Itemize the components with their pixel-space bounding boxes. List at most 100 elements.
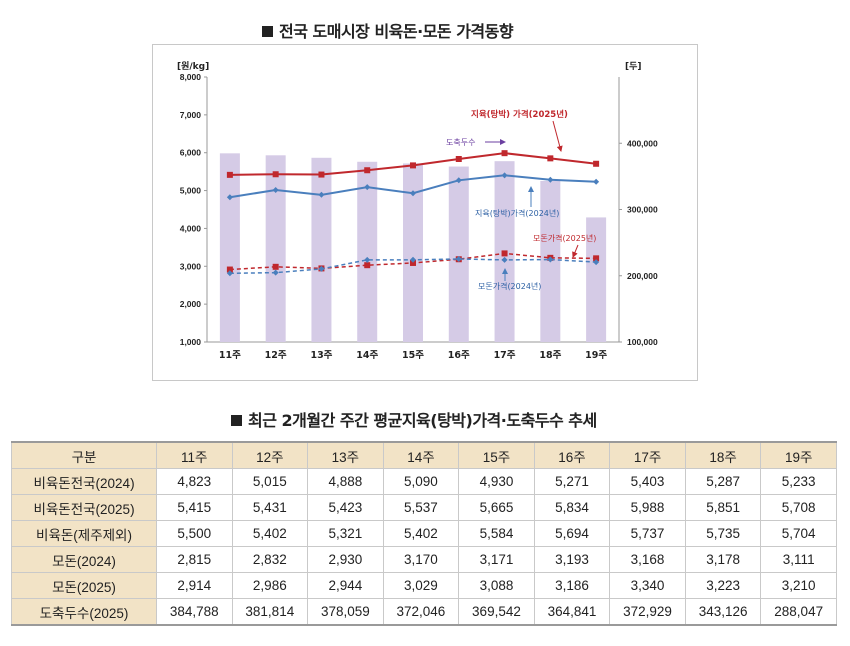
table-cell: 5,090 <box>382 468 460 495</box>
row-label: 도축두수(2025) <box>11 598 157 626</box>
x-tick-label: 18주 <box>539 350 561 361</box>
table-cell: 5,665 <box>458 494 535 521</box>
series-marker <box>593 178 600 185</box>
series-marker <box>593 160 600 167</box>
table-cell: 3,193 <box>533 546 611 573</box>
table-cell: 2,930 <box>307 546 384 573</box>
series-marker <box>272 263 279 270</box>
left-tick-label: 7,000 <box>180 110 202 120</box>
table-cell: 5,537 <box>382 494 460 521</box>
row-label: 비육돈전국(2025) <box>11 494 157 521</box>
series-marker <box>455 155 462 162</box>
table-row: 모돈(2024) 2,815 2,832 2,930 3,170 3,171 3,193 3,… <box>11 546 837 573</box>
table-cell: 5,851 <box>684 494 762 521</box>
x-tick-label: 19주 <box>585 350 607 361</box>
table-cell: 5,988 <box>609 494 686 521</box>
left-tick-label: 5,000 <box>180 186 202 196</box>
table-header-row: 구분 11주 12주 13주 14주 15주 16주 17주 18주 19주 <box>11 441 837 469</box>
table-title: 최근 2개월간 주간 평균지육(탕박)가격·도축두수 추세 <box>231 407 597 431</box>
left-tick-label: 8,000 <box>180 72 202 82</box>
row-label: 모돈(2024) <box>11 546 157 573</box>
table-cell: 343,126 <box>684 598 762 626</box>
table-cell: 5,402 <box>231 520 309 547</box>
slaughter-bar <box>403 163 423 342</box>
series-marker <box>547 155 554 162</box>
series-marker <box>364 167 371 174</box>
x-tick-label: 15주 <box>402 350 424 361</box>
x-tick-label: 14주 <box>356 350 378 361</box>
price-chart: 1,000 2,000 3,000 4,000 5,000 6,000 7,000 8,000… <box>177 60 658 361</box>
annotation-arrow <box>552 120 563 152</box>
table-cell: 5,321 <box>307 520 384 547</box>
left-axis-label: [원/kg] <box>177 60 209 72</box>
table-cell: 3,111 <box>760 546 837 573</box>
table-cell: 5,431 <box>231 494 309 521</box>
table-row: 비육돈전국(2025) 5,415 5,431 5,423 5,537 5,665 5,83… <box>11 494 837 521</box>
left-tick-label: 1,000 <box>180 337 202 347</box>
series-marker <box>410 259 416 266</box>
table-cell: 5,704 <box>760 520 837 547</box>
table-cell: 5,737 <box>609 520 686 547</box>
slaughter-bar <box>219 153 240 342</box>
x-tick-label: 17주 <box>494 350 516 361</box>
table-cell: 4,823 <box>156 468 233 495</box>
table-cell: 4,930 <box>458 468 535 495</box>
table-cell: 2,832 <box>231 546 309 573</box>
table-cell: 5,735 <box>684 520 762 547</box>
series-marker <box>547 176 554 183</box>
table-cell: 3,088 <box>458 572 535 599</box>
table-cell: 288,047 <box>760 598 837 626</box>
series-marker <box>593 255 600 262</box>
series-marker <box>455 255 462 262</box>
table-header-week: 18주 <box>684 441 762 469</box>
table-cell: 369,542 <box>458 598 535 626</box>
table-cell: 5,403 <box>609 468 686 495</box>
slaughter-bar <box>586 217 607 342</box>
table-row: 비육돈전국(2024) 4,823 5,015 4,888 5,090 4,930 5,27… <box>11 468 837 495</box>
table-cell: 3,210 <box>760 572 837 599</box>
table-header-week: 16주 <box>533 441 611 469</box>
table-cell: 378,059 <box>307 598 384 626</box>
table-cell: 2,914 <box>156 572 233 599</box>
chart-frame: 1,000 2,000 3,000 4,000 5,000 6,000 7,000 8,000… <box>152 44 698 381</box>
right-tick-label: 300,000 <box>627 205 658 215</box>
table-cell: 3,168 <box>609 546 686 573</box>
square-bullet-icon <box>231 415 242 426</box>
row-label: 비육돈전국(2024) <box>11 468 157 495</box>
table-cell: 5,402 <box>382 520 460 547</box>
table-header-week: 12주 <box>231 441 309 469</box>
table-cell: 384,788 <box>156 598 233 626</box>
table-header-week: 19주 <box>760 441 837 469</box>
series-marker <box>364 184 371 191</box>
series-marker <box>226 266 233 273</box>
series-marker <box>547 256 554 263</box>
row-label: 비육돈(제주제외) <box>11 520 157 547</box>
series-marker <box>455 177 462 184</box>
series-marker <box>272 187 279 194</box>
right-tick-label: 200,000 <box>627 271 658 281</box>
table-row: 모돈(2025) 2,914 2,986 2,944 3,029 3,088 3,186 3,… <box>11 572 837 599</box>
slaughter-bar <box>265 155 286 342</box>
table-cell: 4,888 <box>307 468 384 495</box>
series-marker <box>501 150 508 157</box>
series-marker <box>593 259 600 266</box>
table-cell: 2,986 <box>231 572 309 599</box>
table-cell: 5,708 <box>760 494 837 521</box>
table-cell: 381,814 <box>231 598 309 626</box>
table-header-week: 11주 <box>156 441 233 469</box>
series-marker <box>501 250 508 257</box>
price-table: 구분 11주 12주 13주 14주 15주 16주 17주 18주 19주 비육돈전국(2024… <box>11 441 837 626</box>
table-header-week: 13주 <box>307 441 384 469</box>
series-marker <box>501 256 508 263</box>
table-cell: 5,233 <box>760 468 837 495</box>
table-title-text: 최근 2개월간 주간 평균지육(탕박)가격·도축두수 추세 <box>248 411 597 430</box>
x-tick-label: 12주 <box>265 350 287 361</box>
table-cell: 372,929 <box>609 598 686 626</box>
left-tick-label: 3,000 <box>180 261 202 271</box>
chart-title-text: 전국 도매시장 비육돈·모돈 가격동향 <box>279 22 514 41</box>
table-cell: 5,834 <box>533 494 611 521</box>
table-header-week: 15주 <box>458 441 535 469</box>
table-cell: 3,186 <box>533 572 611 599</box>
table-cell: 5,694 <box>533 520 611 547</box>
series-marker <box>226 194 233 201</box>
